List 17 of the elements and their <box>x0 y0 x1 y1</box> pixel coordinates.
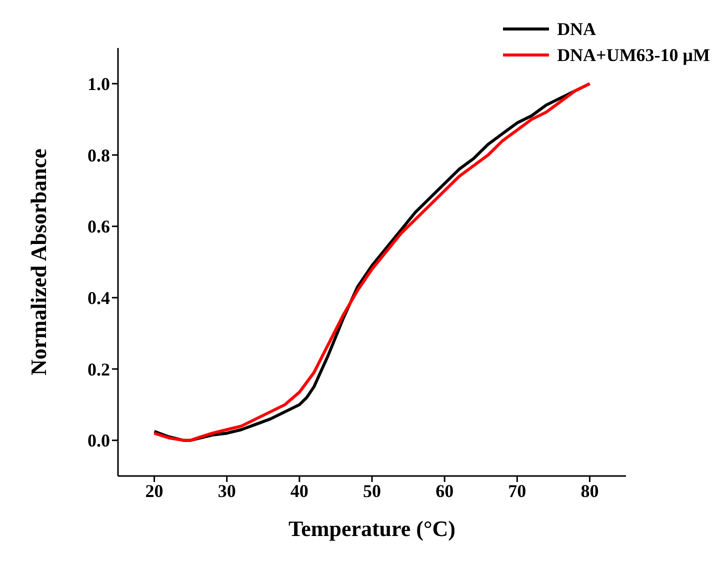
x-tick-label: 20 <box>145 480 164 501</box>
x-tick-label: 50 <box>363 480 381 501</box>
legend-label: DNA <box>557 18 596 41</box>
x-tick-label: 40 <box>290 480 308 501</box>
x-axis-title: Temperature (°C) <box>288 516 456 541</box>
x-tick-label: 80 <box>580 480 599 501</box>
y-tick-label: 1.0 <box>88 74 110 94</box>
legend-label: DNA+UM63-10 μM <box>557 44 710 67</box>
y-tick-label: 0.0 <box>88 430 110 451</box>
x-tick-label: 60 <box>436 480 454 501</box>
y-tick-label: 0.6 <box>88 216 110 237</box>
x-tick-label: 70 <box>508 480 526 501</box>
y-tick-label: 0.8 <box>88 145 110 166</box>
y-tick-label: 0.4 <box>88 288 110 308</box>
y-tick-label: 0.2 <box>88 359 110 380</box>
y-axis-title: Normalized Absorbance <box>26 148 51 376</box>
x-tick-label: 30 <box>218 480 236 501</box>
